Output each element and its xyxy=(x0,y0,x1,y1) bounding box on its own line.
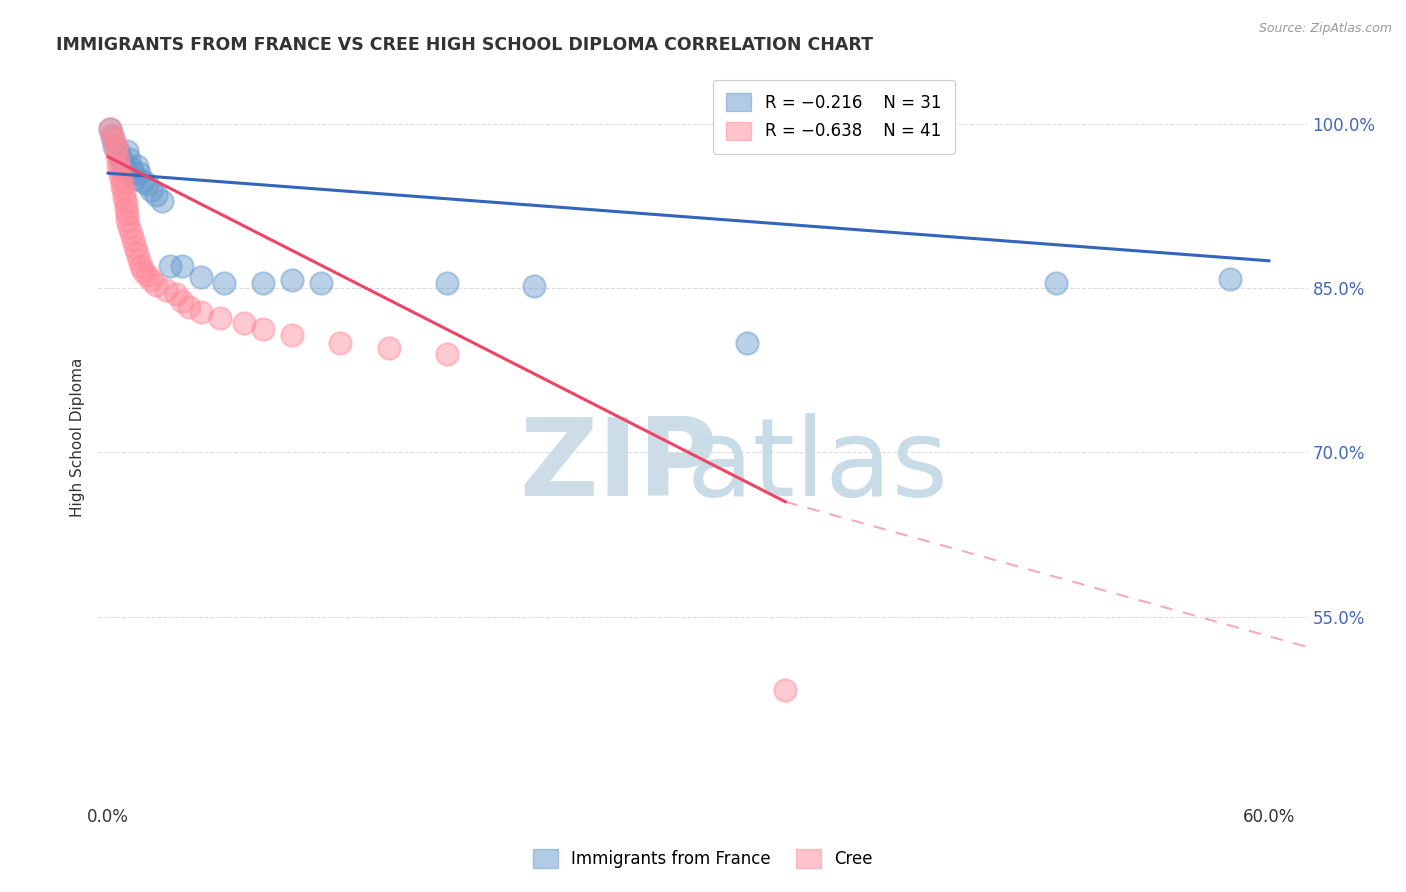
Point xyxy=(159,260,181,274)
Point xyxy=(124,239,146,253)
Point xyxy=(190,305,212,319)
Point xyxy=(127,159,149,173)
Point xyxy=(111,174,134,188)
Point xyxy=(155,284,177,298)
Text: atlas: atlas xyxy=(688,413,949,519)
Point xyxy=(118,152,141,166)
Point xyxy=(329,335,352,350)
Point xyxy=(114,195,136,210)
Point xyxy=(122,166,145,180)
Point xyxy=(523,279,546,293)
Point xyxy=(107,152,129,166)
Point xyxy=(120,227,142,241)
Point xyxy=(281,328,304,343)
Point xyxy=(112,185,135,199)
Point xyxy=(150,194,173,208)
Point xyxy=(129,260,152,274)
Point xyxy=(190,270,212,285)
Point xyxy=(232,316,254,330)
Point xyxy=(98,122,121,136)
Point xyxy=(122,233,145,247)
Point xyxy=(1045,276,1067,290)
Point xyxy=(1219,272,1241,286)
Point xyxy=(309,276,332,290)
Point xyxy=(111,155,134,169)
Point xyxy=(179,300,201,314)
Point xyxy=(114,202,136,217)
Point xyxy=(212,276,235,290)
Point xyxy=(252,276,274,290)
Point xyxy=(377,342,399,356)
Point xyxy=(127,246,149,260)
Point xyxy=(145,277,167,292)
Point xyxy=(773,683,796,698)
Point xyxy=(252,321,274,335)
Text: ZIP: ZIP xyxy=(519,413,717,519)
Point xyxy=(107,159,129,173)
Point xyxy=(170,260,193,274)
Point xyxy=(107,145,129,159)
Point xyxy=(139,273,162,287)
Y-axis label: High School Diploma: High School Diploma xyxy=(70,358,86,516)
Point xyxy=(117,207,139,221)
Point xyxy=(436,347,458,361)
Point xyxy=(209,310,232,325)
Point xyxy=(112,161,135,175)
Point xyxy=(103,138,125,153)
Point xyxy=(108,150,131,164)
Point xyxy=(436,276,458,290)
Point xyxy=(108,169,131,184)
Point xyxy=(98,122,121,136)
Point xyxy=(101,130,124,145)
Point xyxy=(170,294,193,309)
Legend: Immigrants from France, Cree: Immigrants from France, Cree xyxy=(526,843,880,875)
Point xyxy=(111,180,134,194)
Point xyxy=(117,213,139,227)
Legend: R = −0.216    N = 31, R = −0.638    N = 41: R = −0.216 N = 31, R = −0.638 N = 41 xyxy=(713,79,955,153)
Point xyxy=(104,138,127,153)
Point xyxy=(135,268,157,282)
Point xyxy=(132,263,155,277)
Point xyxy=(117,145,139,159)
Point xyxy=(128,166,150,180)
Point xyxy=(139,183,162,197)
Point xyxy=(128,252,150,267)
Point xyxy=(145,188,167,202)
Point xyxy=(103,133,125,147)
Text: IMMIGRANTS FROM FRANCE VS CREE HIGH SCHOOL DIPLOMA CORRELATION CHART: IMMIGRANTS FROM FRANCE VS CREE HIGH SCHO… xyxy=(56,36,873,54)
Point xyxy=(108,162,131,177)
Point xyxy=(281,273,304,287)
Point xyxy=(104,145,127,159)
Point xyxy=(165,286,187,301)
Point xyxy=(112,191,135,205)
Point xyxy=(132,174,155,188)
Point xyxy=(135,177,157,191)
Text: Source: ZipAtlas.com: Source: ZipAtlas.com xyxy=(1258,22,1392,36)
Point xyxy=(101,128,124,142)
Point xyxy=(735,335,758,350)
Point xyxy=(124,171,146,186)
Point xyxy=(120,161,142,175)
Point xyxy=(118,219,141,234)
